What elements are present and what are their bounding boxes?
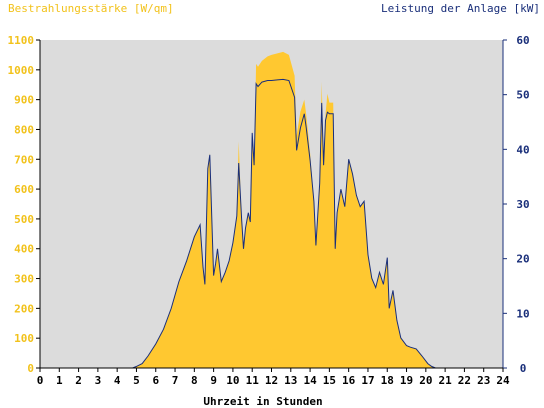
left-y-tick-label: 600	[14, 183, 34, 196]
x-tick-label: 4	[114, 374, 121, 387]
x-tick-label: 16	[342, 374, 356, 387]
right-y-tick-label: 50	[516, 89, 529, 102]
x-tick-label: 2	[75, 374, 82, 387]
right-y-tick-label: 40	[516, 143, 529, 156]
x-tick-label: 7	[172, 374, 179, 387]
x-tick-label: 21	[439, 374, 453, 387]
x-tick-label: 1	[56, 374, 63, 387]
power-line	[40, 78, 503, 369]
x-tick-label: 0	[37, 374, 44, 387]
left-y-tick-label: 300	[14, 273, 34, 286]
left-y-tick-label: 800	[14, 123, 34, 136]
left-y-tick-label: 0	[27, 362, 34, 375]
left-y-tick-label: 100	[14, 332, 34, 345]
x-tick-label: 10	[226, 374, 239, 387]
left-y-tick-label: 700	[14, 153, 34, 166]
x-tick-label: 14	[303, 374, 317, 387]
x-tick-label: 19	[400, 374, 413, 387]
x-tick-label: 22	[458, 374, 471, 387]
irradiance-area-layer	[40, 51, 503, 369]
right-y-ticks: 0 10 20 30 40 50 60	[503, 34, 530, 375]
x-tick-label: 23	[477, 374, 490, 387]
x-ticks: 0 1 2 3 4 5 6 7 8 9 10 11 12 13 14 15 16 17 18 19 20 21 22 23 24	[37, 368, 510, 387]
power-line-layer	[40, 78, 503, 369]
left-y-tick-label: 900	[14, 94, 34, 107]
x-tick-label: 3	[95, 374, 102, 387]
x-tick-label: 18	[381, 374, 394, 387]
right-y-tick-label: 10	[516, 307, 529, 320]
left-y-tick-label: 400	[14, 243, 34, 256]
left-y-tick-label: 1100	[8, 34, 35, 47]
x-tick-label: 13	[284, 374, 297, 387]
left-y-tick-label: 200	[14, 302, 34, 315]
x-tick-label: 11	[246, 374, 260, 387]
right-axis-title: Leistung der Anlage [kW]	[381, 2, 540, 15]
left-y-ticks: 0 100 200 300 400 500 600 700 800 900 1000 1100	[8, 34, 40, 375]
right-y-tick-label: 0	[520, 362, 527, 375]
x-axis-label: Uhrzeit in Stunden	[203, 395, 322, 408]
x-tick-label: 20	[419, 374, 432, 387]
right-y-tick-label: 30	[516, 198, 529, 211]
x-tick-label: 9	[210, 374, 217, 387]
left-y-tick-label: 1000	[8, 64, 35, 77]
right-y-tick-label: 60	[516, 34, 529, 47]
x-tick-label: 17	[361, 374, 374, 387]
x-tick-label: 12	[265, 374, 278, 387]
x-tick-label: 6	[152, 374, 159, 387]
left-axis-title: Bestrahlungsstärke [W/qm]	[8, 2, 174, 15]
x-tick-label: 5	[133, 374, 140, 387]
x-tick-label: 8	[191, 374, 198, 387]
x-tick-label: 15	[323, 374, 336, 387]
x-tick-label: 24	[496, 374, 510, 387]
irradiance-area	[40, 51, 503, 369]
left-y-tick-label: 500	[14, 213, 34, 226]
right-y-tick-label: 20	[516, 253, 529, 266]
